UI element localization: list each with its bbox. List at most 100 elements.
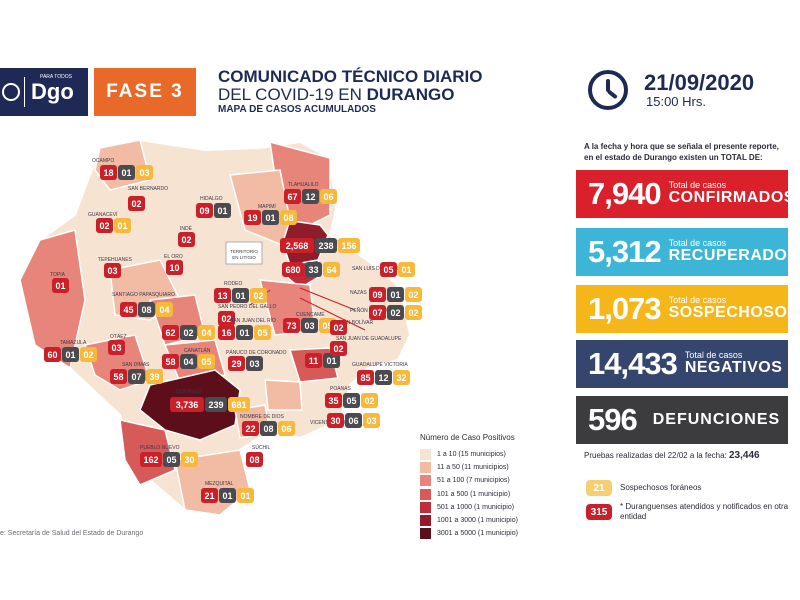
municipio-name: TLAHUALILO	[288, 182, 319, 188]
suspected-count: 01	[237, 488, 254, 503]
suspected-count: 05	[254, 325, 271, 340]
legend-label: 3001 a 5000 (1 municipio)	[437, 530, 518, 538]
municipio-name: OCAMPO	[92, 158, 115, 164]
deaths-count: 01	[214, 203, 231, 218]
clock-icon	[588, 70, 628, 110]
municipio-counts: 19 01 08	[244, 210, 298, 225]
confirmed-count: 2,568	[280, 238, 314, 253]
confirmed-count: 67	[284, 189, 301, 204]
deaths-count: 01	[387, 287, 404, 302]
deaths-count: 33	[305, 262, 322, 277]
municipio-counts: 58 07 39	[110, 369, 164, 384]
pruebas-realizadas: Pruebas realizadas del 22/02 a la fecha:…	[584, 450, 760, 461]
municipio-counts: 62 02 04	[162, 325, 216, 340]
municipio-name: SAN JUAN DEL RÍO	[230, 318, 276, 324]
confirmed-count: 73	[283, 318, 300, 333]
municipio-name: GUANACEVÍ	[88, 212, 118, 218]
municipio-counts: 21 01 01	[201, 488, 255, 503]
municipio-name: SIMÓN BOLÍVAR	[334, 320, 374, 326]
legend-swatch	[420, 475, 431, 487]
municipio-name: PÁNUCO DE CORONADO	[226, 350, 287, 356]
municipio-counts: 58 04 05	[162, 354, 216, 369]
confirmed-count: 45	[120, 302, 137, 317]
municipio-name: EL ORO	[164, 254, 183, 260]
suspected-count: 06	[278, 421, 295, 436]
legend-swatch	[420, 501, 431, 513]
legend-swatch	[420, 449, 431, 460]
municipio-name: HIDALGO	[200, 196, 223, 202]
municipio-counts: 162 05 30	[140, 452, 199, 467]
suspected-count: 39	[146, 369, 163, 384]
suspected-count: 30	[181, 452, 198, 467]
stat-sospechosos: 1,073 Total de casos SOSPECHOSOS	[576, 285, 798, 333]
municipio-name: NAZAS	[350, 290, 367, 296]
legend-item: 3001 a 5000 (1 municipio)	[420, 528, 518, 540]
suspected-count: 04	[156, 302, 173, 317]
stat-confirmados: 7,940 Total de casos CONFIRMADOS	[576, 170, 794, 218]
suspected-count: 681	[228, 397, 250, 412]
atendidos-otra-entidad-badge: 315	[586, 504, 612, 520]
confirmed-count: 02	[96, 218, 113, 233]
municipio-name: TOPIA	[50, 272, 65, 278]
municipio-name: MAPIMÍ	[258, 204, 276, 210]
municipio-name: SAN BERNARDO	[128, 186, 169, 192]
stat-negativos: 14,433 Total de casos NEGATIVOS	[576, 340, 788, 388]
confirmed-count: 62	[162, 325, 179, 340]
deaths-count: 01	[262, 210, 279, 225]
stat-label: CONFIRMADOS	[668, 189, 795, 207]
report-title: COMUNICADO TÉCNICO DIARIO	[218, 67, 483, 86]
deaths-count: 04	[180, 354, 197, 369]
coahuila-box	[225, 241, 263, 265]
suspected-count: 32	[393, 370, 410, 385]
municipio-counts: 03	[108, 340, 126, 355]
deaths-count: 07	[128, 369, 145, 384]
suspected-count: 03	[136, 165, 153, 180]
municipio-name: GUADALUPE VICTORIA	[352, 362, 408, 368]
logo-text: Dgo	[31, 79, 74, 104]
deaths-count: 238	[315, 238, 337, 253]
confirmed-count: 01	[52, 278, 69, 293]
confirmed-count: 680	[282, 262, 304, 277]
municipio-name: TAMAZULA	[60, 340, 87, 346]
state-seal-icon	[2, 83, 20, 101]
legend-item: 51 a 100 (7 municipios)	[420, 475, 510, 487]
confirmed-count: 60	[44, 347, 61, 362]
legend-item: 101 a 500 (1 municipio)	[420, 488, 510, 500]
durango-map: TERRITORIO EN LITIGIO	[18, 138, 412, 517]
logo-tagline: PARA TODOS	[40, 74, 72, 80]
municipio-name: SANTIAGO PAPASQUIARO	[112, 292, 175, 298]
deaths-count: 03	[301, 318, 318, 333]
municipio-counts: 02	[128, 196, 146, 211]
confirmed-count: 03	[104, 263, 121, 278]
municipio-name: POANAS	[330, 386, 351, 392]
municipio-name: DURANGO	[176, 389, 202, 395]
svg-text:EN LITIGIO: EN LITIGIO	[232, 255, 256, 260]
map-title: MAPA DE CASOS ACUMULADOS	[218, 104, 376, 115]
stat-label: SOSPECHOSOS	[668, 304, 799, 322]
deaths-count: 01	[236, 325, 253, 340]
stat-value: 14,433	[588, 346, 678, 381]
municipio-counts: 680 33 64	[282, 262, 341, 277]
stat-label: NEGATIVOS	[684, 359, 783, 377]
confirmed-count: 05	[380, 262, 397, 277]
legend-swatch	[420, 515, 431, 526]
stat-value: 7,940	[588, 176, 662, 211]
region-poanas	[264, 379, 303, 411]
svg-text:TERRITORIO: TERRITORIO	[230, 249, 258, 254]
report-hour: 15:00 Hrs.	[646, 94, 706, 109]
confirmed-count: 02	[330, 320, 347, 335]
confirmed-count: 29	[228, 356, 245, 371]
confirmed-count: 02	[330, 341, 347, 356]
confirmed-count: 02	[128, 196, 145, 211]
confirmed-count: 58	[110, 369, 127, 384]
logo: Dgo PARA TODOS	[0, 68, 88, 116]
municipio-counts: 02	[330, 320, 348, 335]
municipio-name: TEPEHUANES	[98, 257, 132, 263]
municipio-counts: 30 06 03	[327, 413, 381, 428]
confirmed-count: 18	[100, 165, 117, 180]
municipio-counts: 29 03	[228, 356, 264, 371]
municipio-name: PUEBLO NUEVO	[140, 445, 180, 451]
legend-label: 1 a 10 (15 municipios)	[437, 451, 506, 458]
suspected-count: 05	[198, 354, 215, 369]
municipio-name: NOMBRE DE DIOS	[240, 414, 284, 420]
